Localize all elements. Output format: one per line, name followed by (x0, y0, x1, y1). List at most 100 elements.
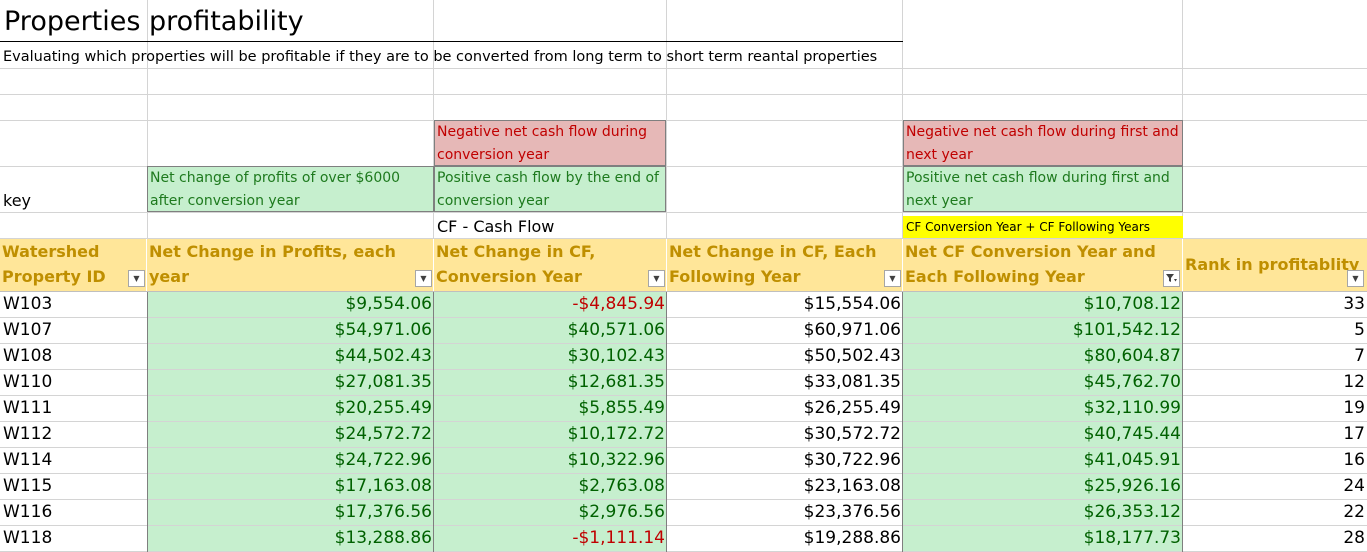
cell-cf-conversion[interactable]: $30,102.43 (434, 344, 667, 370)
cell-cf-conversion[interactable]: -$4,845.94 (434, 292, 667, 318)
cell-cf-following[interactable]: $30,722.96 (803, 450, 901, 470)
cell-net-cf[interactable]: $18,177.73 (903, 526, 1183, 552)
key-conversion-positive[interactable]: Positive cash flow by the end of convers… (434, 166, 666, 212)
cf-definition[interactable]: CF - Cash Flow (437, 217, 555, 236)
cell-net-cf[interactable]: $101,542.12 (903, 318, 1183, 344)
filter-dropdown-icon[interactable]: ▼ (1347, 270, 1364, 287)
row-gridline (0, 395, 1367, 396)
key-netcf-positive[interactable]: Positive net cash flow during first and … (903, 166, 1183, 212)
row-gridline (0, 499, 1367, 500)
cell-cf-following[interactable]: $50,502.43 (803, 346, 901, 366)
cell-cf-following[interactable]: $60,971.06 (803, 320, 901, 340)
key-label[interactable]: key (3, 191, 32, 210)
cell-net-profit[interactable]: $17,376.56 (147, 500, 434, 526)
header-net-profit[interactable]: Net Change in Profits, each year thereaf… (147, 239, 434, 291)
cell-net-cf[interactable]: $40,745.44 (903, 422, 1183, 448)
cell-rank[interactable]: 5 (1354, 320, 1365, 340)
cell-rank[interactable]: 19 (1343, 398, 1365, 418)
cell-rank[interactable]: 7 (1354, 346, 1365, 366)
filter-dropdown-icon[interactable]: ▼ (128, 270, 145, 287)
cell-cf-conversion[interactable]: $2,763.08 (434, 474, 667, 500)
cell-rank[interactable]: 28 (1343, 528, 1365, 548)
header-property-id-line2: Property ID (2, 267, 106, 286)
cell-cf-conversion[interactable]: $40,571.06 (434, 318, 667, 344)
cell-cf-conversion[interactable]: $5,855.49 (434, 396, 667, 422)
cell-property-id[interactable]: W111 (3, 398, 53, 418)
cell-net-profit[interactable]: $9,554.06 (147, 292, 434, 318)
cell-cf-conversion[interactable]: $2,976.56 (434, 500, 667, 526)
cell-property-id[interactable]: W114 (3, 450, 53, 470)
column-border (147, 292, 148, 552)
filter-dropdown-icon[interactable]: ▼ (648, 270, 665, 287)
cell-net-cf[interactable]: $10,708.12 (903, 292, 1183, 318)
formula-note[interactable]: CF Conversion Year + CF Following Years (903, 216, 1183, 238)
cell-property-id[interactable]: W112 (3, 424, 53, 444)
filter-dropdown-icon[interactable]: ▼ (415, 270, 432, 287)
cell-property-id[interactable]: W108 (3, 346, 53, 366)
cell-cf-following[interactable]: $19,288.86 (803, 528, 901, 548)
cell-cf-conversion[interactable]: $10,172.72 (434, 422, 667, 448)
cell-net-profit[interactable]: $24,722.96 (147, 448, 434, 474)
cell-cf-following[interactable]: $15,554.06 (803, 294, 901, 314)
sheet-title[interactable]: Properties profitability (4, 6, 304, 37)
cell-cf-following[interactable]: $23,376.56 (803, 502, 901, 522)
cell-net-profit[interactable]: $44,502.43 (147, 344, 434, 370)
cell-rank[interactable]: 16 (1343, 450, 1365, 470)
row-gridline (0, 317, 1367, 318)
cell-net-cf[interactable]: $32,110.99 (903, 396, 1183, 422)
cell-rank[interactable]: 12 (1343, 372, 1365, 392)
header-net-cf[interactable]: Net CF Conversion Year and Each Followin… (903, 239, 1183, 291)
cell-rank[interactable]: 24 (1343, 476, 1365, 496)
sheet-subtitle[interactable]: Evaluating which properties will be prof… (3, 49, 878, 65)
cell-cf-following[interactable]: $30,572.72 (803, 424, 901, 444)
key-profit-positive[interactable]: Net change of profits of over $6000 afte… (147, 166, 434, 212)
key-netcf-negative[interactable]: Negative net cash flow during first and … (903, 120, 1183, 166)
filter-dropdown-icon[interactable]: ▼ (884, 270, 901, 287)
cell-rank[interactable]: 33 (1343, 294, 1365, 314)
cell-property-id[interactable]: W107 (3, 320, 53, 340)
header-cf-conversion-line1: Net Change in CF, (436, 242, 596, 261)
cell-net-cf[interactable]: $45,762.70 (903, 370, 1183, 396)
grid-row-4 (0, 94, 1367, 95)
cell-property-id[interactable]: W118 (3, 528, 53, 548)
row-gridline (0, 421, 1367, 422)
cell-cf-following[interactable]: $23,163.08 (803, 476, 901, 496)
cell-net-cf[interactable]: $25,926.16 (903, 474, 1183, 500)
cell-net-profit[interactable]: $17,163.08 (147, 474, 434, 500)
header-rank[interactable]: Rank in profitablity (1183, 239, 1367, 291)
cell-net-profit[interactable]: $27,081.35 (147, 370, 434, 396)
header-cf-conversion-line2: Conversion Year (436, 267, 582, 286)
cell-property-id[interactable]: W116 (3, 502, 53, 522)
cell-property-id[interactable]: W115 (3, 476, 53, 496)
header-cf-following[interactable]: Net Change in CF, Each Following Year (667, 239, 903, 291)
filter-active-icon[interactable] (1163, 270, 1180, 287)
cell-net-profit[interactable]: $20,255.49 (147, 396, 434, 422)
column-border (902, 292, 903, 552)
cell-cf-following[interactable]: $26,255.49 (803, 398, 901, 418)
row-gridline (0, 525, 1367, 526)
cell-net-cf[interactable]: $80,604.87 (903, 344, 1183, 370)
cell-property-id[interactable]: W103 (3, 294, 53, 314)
header-property-id-line1: Watershed (2, 242, 100, 261)
key-conversion-negative[interactable]: Negative net cash flow during conversion… (434, 120, 666, 166)
header-net-profit-line1: Net Change in Profits, each year (149, 242, 396, 286)
header-cf-following-line1: Net Change in CF, Each (669, 242, 877, 261)
cell-net-cf[interactable]: $41,045.91 (903, 448, 1183, 474)
cell-rank[interactable]: 22 (1343, 502, 1365, 522)
row-gridline (0, 343, 1367, 344)
cell-rank[interactable]: 17 (1343, 424, 1365, 444)
cell-cf-conversion[interactable]: $12,681.35 (434, 370, 667, 396)
cell-net-profit[interactable]: $24,572.72 (147, 422, 434, 448)
header-cf-conversion[interactable]: Net Change in CF, Conversion Year (434, 239, 667, 291)
cell-cf-conversion[interactable]: -$1,111.14 (434, 526, 667, 552)
cell-cf-conversion[interactable]: $10,322.96 (434, 448, 667, 474)
title-underline (0, 41, 903, 42)
cell-property-id[interactable]: W110 (3, 372, 53, 392)
header-property-id[interactable]: Watershed Property ID (0, 239, 147, 291)
cell-net-cf[interactable]: $26,353.12 (903, 500, 1183, 526)
cell-cf-following[interactable]: $33,081.35 (803, 372, 901, 392)
cell-net-profit[interactable]: $54,971.06 (147, 318, 434, 344)
header-net-cf-line1: Net CF Conversion Year and (905, 242, 1156, 261)
cell-net-profit[interactable]: $13,288.86 (147, 526, 434, 552)
